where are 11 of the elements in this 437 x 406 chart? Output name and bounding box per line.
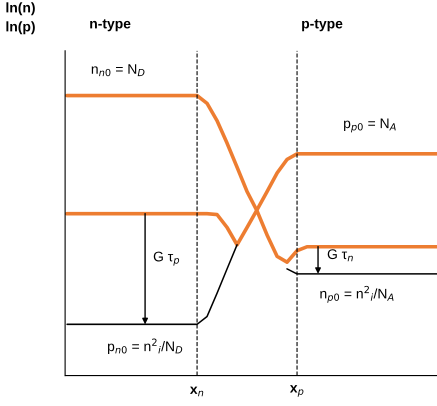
text: n$_{n0}$ = N$_{D}$: [92, 64, 144, 76]
x-tick-label: x$_{p}$: [290, 385, 304, 397]
annotation: n$_{p0}$ = n$^{2}$$_{i}$/N$_{A}$: [320, 286, 394, 303]
text: p-type: [302, 19, 342, 32]
annotation: G τ$_{p}$: [154, 252, 180, 266]
y-axis-title: ln(n) ln(p): [6, 2, 35, 34]
annotation: G τ$_{n}$: [328, 249, 353, 262]
annotation: p$_{n0}$ = n$^{2}$$_{i}$/N$_{D}$: [108, 338, 182, 354]
text: n-type: [90, 19, 130, 32]
annotation: p$_{p0}$ = N$_{A}$: [344, 118, 396, 132]
x-tick-label: x$_{n}$: [190, 386, 204, 396]
